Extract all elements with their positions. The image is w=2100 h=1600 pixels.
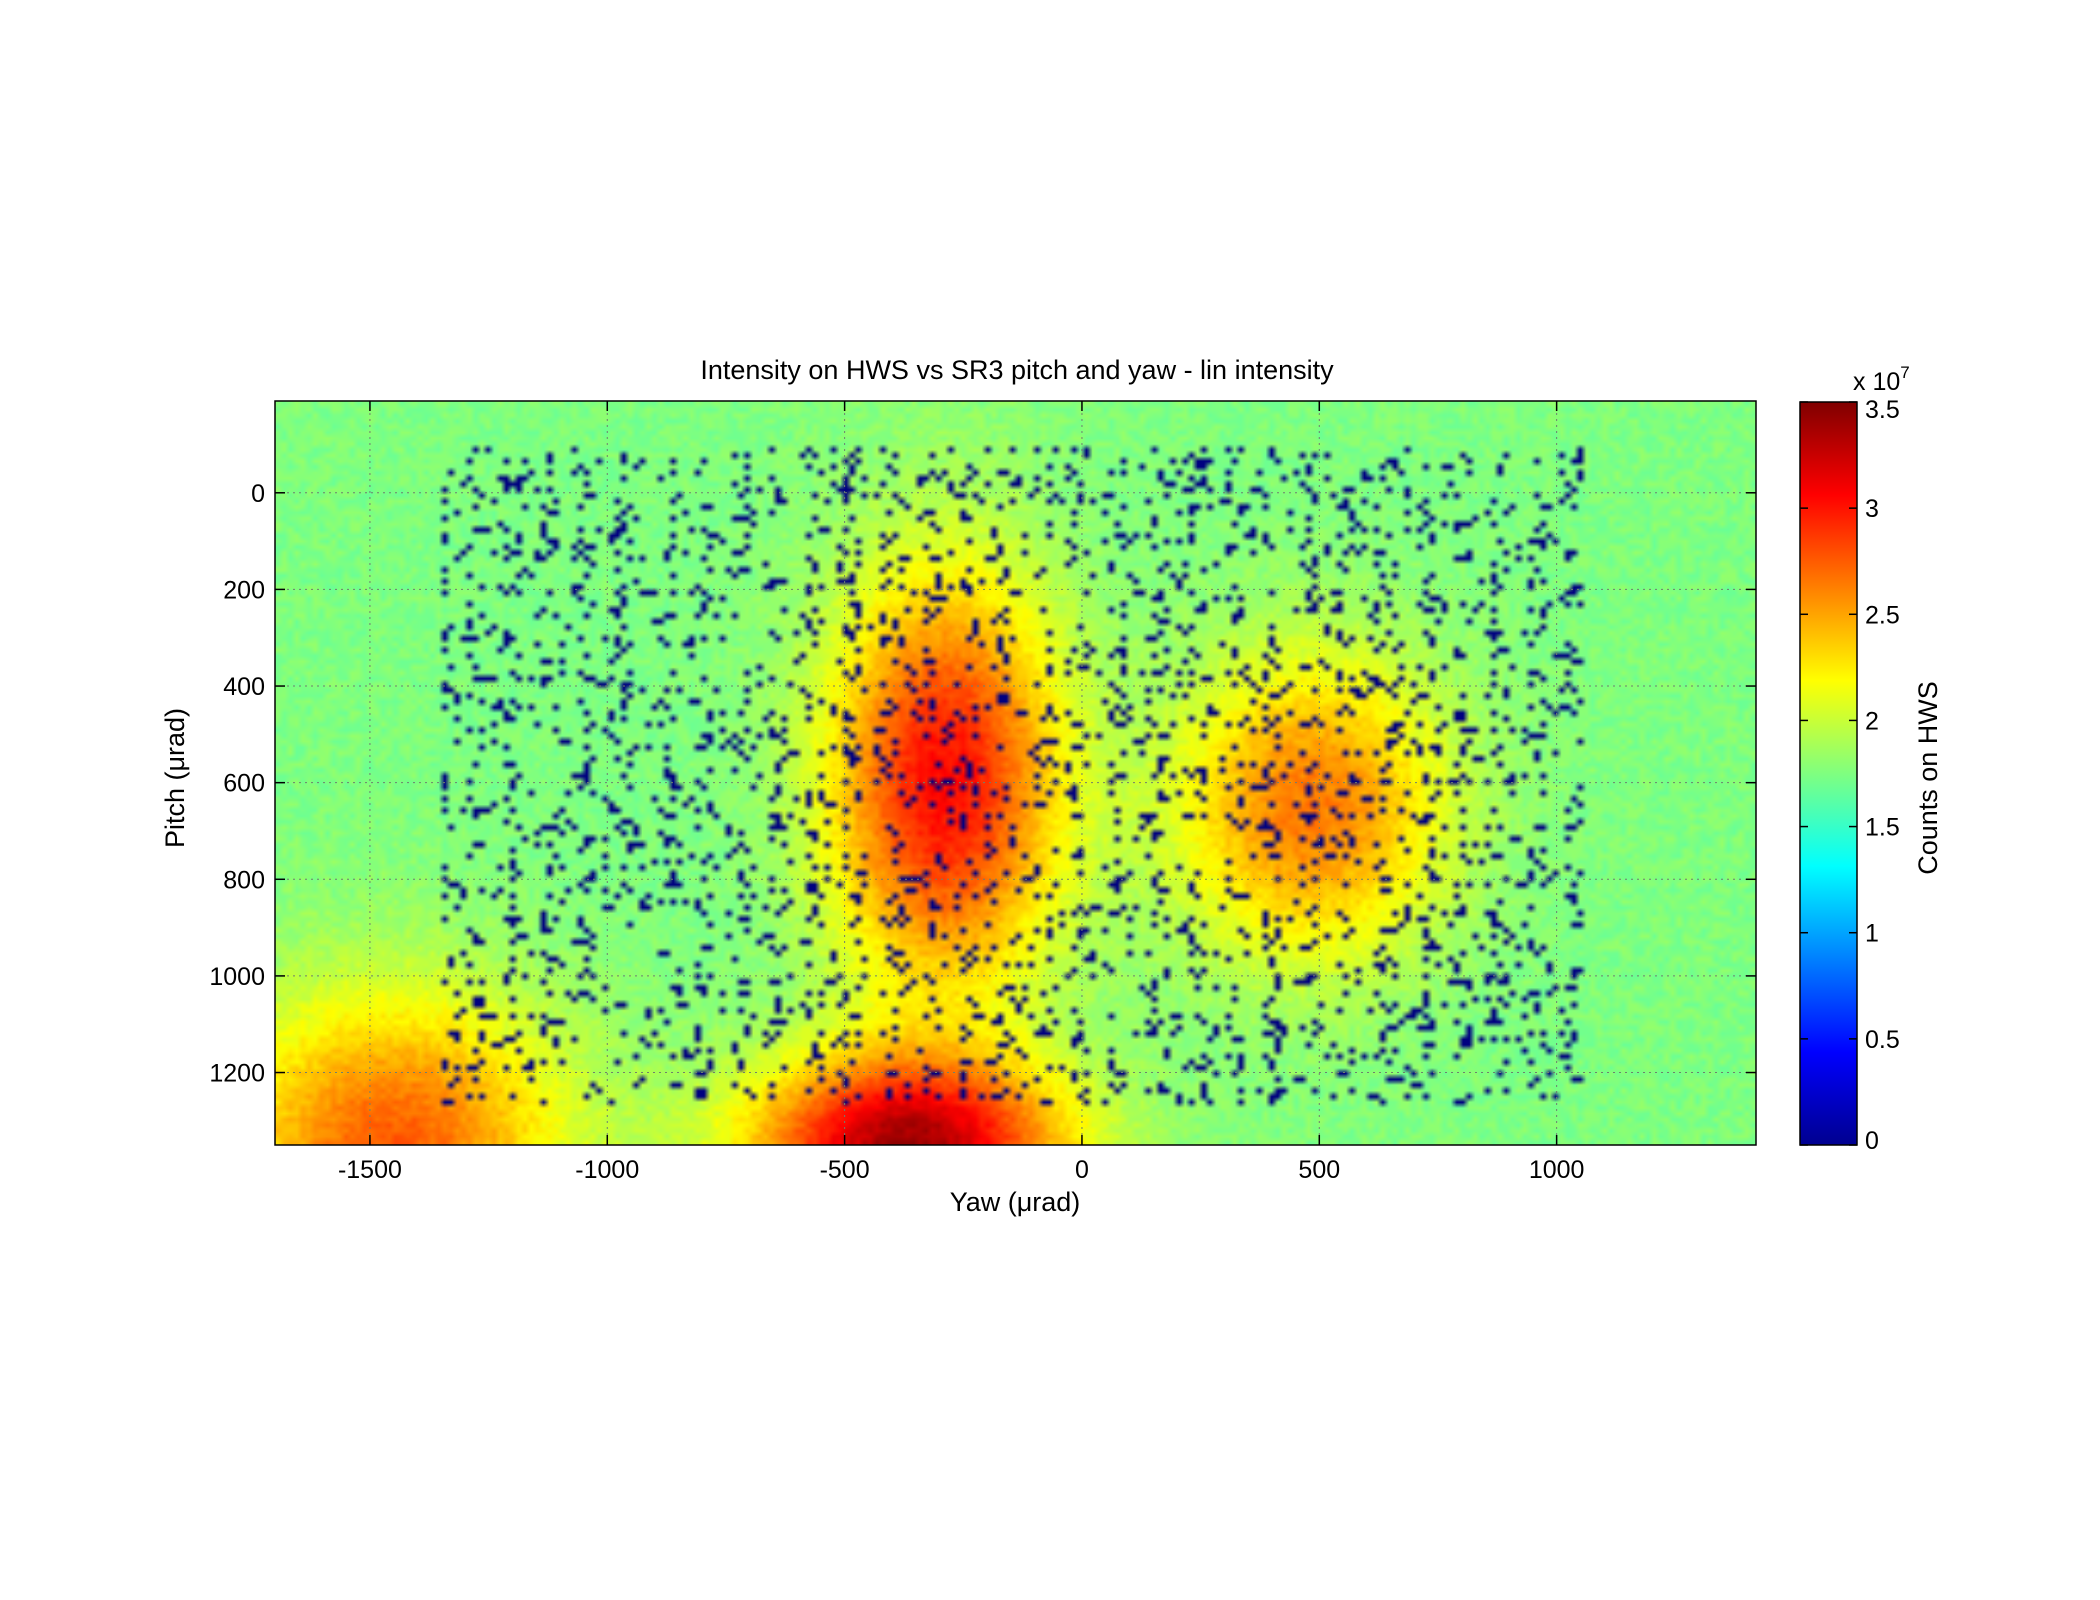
colorbar-exponent-power: 7 — [1900, 363, 1909, 382]
colorbar-tick-label: 1 — [1865, 920, 1879, 948]
colorbar-tick-label: 2 — [1865, 707, 1879, 735]
x-tick-label: 0 — [1075, 1156, 1089, 1184]
chart-title: Intensity on HWS vs SR3 pitch and yaw - … — [700, 355, 1334, 385]
x-axis-tick-labels: -1500 -1000 -500 0 500 1000 — [338, 1156, 1584, 1184]
colorbar-tick-label: 0.5 — [1865, 1026, 1900, 1054]
colorbar-exponent-base: x 10 — [1853, 368, 1900, 396]
heatmap-plot-area — [274, 400, 1757, 1146]
colorbar-exponent: x 107 — [1853, 363, 1910, 396]
y-axis-tick-labels: 0 200 400 600 800 1000 1200 — [209, 480, 265, 1088]
x-axis-label: Yaw (μrad) — [950, 1187, 1081, 1217]
y-tick-label: 1200 — [209, 1060, 265, 1088]
colorbar-tick-label: 0 — [1865, 1127, 1879, 1155]
colorbar-label: Counts on HWS — [1913, 681, 1943, 875]
colorbar-gradient — [1799, 401, 1858, 1146]
y-axis-label: Pitch (μrad) — [160, 708, 190, 848]
y-tick-label: 800 — [223, 866, 265, 894]
x-tick-label: -1000 — [575, 1156, 639, 1184]
colorbar-tick-label: 2.5 — [1865, 601, 1900, 629]
colorbar-tick-label: 3 — [1865, 495, 1879, 523]
colorbar-ticks: 0 0.5 1 1.5 2 2.5 3 3.5 — [1800, 396, 1900, 1155]
intensity-heatmap — [275, 401, 1756, 1145]
axis-ticks — [275, 401, 1756, 1145]
plot-frame — [274, 400, 1757, 1146]
y-tick-label: 400 — [223, 673, 265, 701]
colorbar: 0 0.5 1 1.5 2 2.5 3 3.5 x 107 Counts on HWS — [1799, 363, 1943, 1155]
x-tick-label: 1000 — [1529, 1156, 1585, 1184]
y-tick-label: 600 — [223, 770, 265, 798]
x-tick-label: -1500 — [338, 1156, 402, 1184]
colorbar-tick-label: 1.5 — [1865, 814, 1900, 842]
x-tick-label: 500 — [1298, 1156, 1340, 1184]
grid-lines — [275, 401, 1756, 1145]
y-tick-label: 0 — [251, 480, 265, 508]
colorbar-tick-label: 3.5 — [1865, 396, 1900, 424]
y-tick-label: 1000 — [209, 963, 265, 991]
y-tick-label: 200 — [223, 576, 265, 604]
x-tick-label: -500 — [820, 1156, 870, 1184]
